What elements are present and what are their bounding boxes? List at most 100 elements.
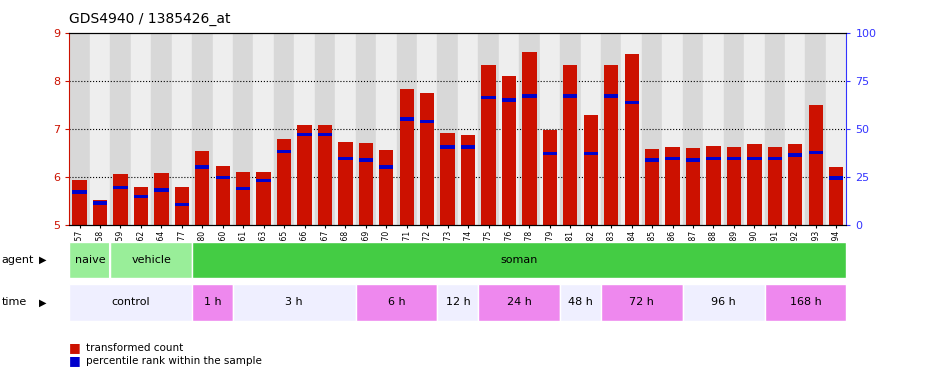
- Bar: [665, 147, 680, 225]
- Bar: [765, 33, 785, 225]
- Bar: [72, 180, 87, 225]
- Bar: [297, 133, 312, 136]
- Bar: [172, 33, 192, 225]
- Bar: [376, 33, 397, 225]
- Bar: [175, 187, 189, 225]
- Bar: [420, 93, 435, 225]
- Bar: [685, 148, 700, 225]
- Bar: [765, 284, 846, 321]
- Bar: [359, 158, 373, 162]
- Bar: [72, 190, 87, 194]
- Bar: [90, 33, 110, 225]
- Text: 1 h: 1 h: [204, 297, 221, 308]
- Bar: [539, 33, 561, 225]
- Bar: [236, 187, 251, 190]
- Bar: [130, 33, 151, 225]
- Bar: [175, 203, 189, 206]
- Bar: [294, 33, 314, 225]
- Bar: [438, 284, 478, 321]
- Text: 48 h: 48 h: [568, 297, 593, 308]
- Bar: [481, 96, 496, 99]
- Bar: [563, 94, 577, 98]
- Bar: [355, 284, 438, 321]
- Bar: [314, 33, 335, 225]
- Bar: [502, 98, 516, 101]
- Bar: [478, 284, 561, 321]
- Bar: [788, 144, 802, 225]
- Bar: [151, 33, 172, 225]
- Bar: [154, 173, 168, 225]
- Bar: [256, 172, 271, 225]
- Bar: [683, 284, 765, 321]
- Bar: [768, 147, 782, 225]
- Bar: [808, 151, 823, 154]
- Text: time: time: [2, 297, 27, 308]
- Bar: [461, 135, 475, 225]
- Bar: [829, 167, 844, 225]
- Bar: [829, 176, 844, 180]
- Bar: [785, 33, 806, 225]
- Bar: [707, 157, 721, 160]
- Bar: [662, 33, 683, 225]
- Bar: [355, 33, 376, 225]
- Bar: [727, 147, 741, 225]
- Bar: [685, 158, 700, 162]
- Bar: [788, 153, 802, 157]
- Text: 24 h: 24 h: [507, 297, 532, 308]
- Bar: [256, 179, 271, 182]
- Bar: [335, 33, 355, 225]
- Bar: [277, 150, 291, 153]
- Bar: [707, 146, 721, 225]
- Bar: [747, 144, 761, 225]
- Bar: [253, 33, 274, 225]
- Bar: [216, 166, 230, 225]
- Bar: [192, 33, 213, 225]
- Bar: [622, 33, 642, 225]
- Bar: [604, 94, 619, 98]
- Text: control: control: [111, 297, 150, 308]
- Bar: [601, 284, 683, 321]
- Bar: [400, 89, 413, 225]
- Bar: [216, 176, 230, 179]
- Bar: [808, 105, 823, 225]
- Bar: [563, 65, 577, 225]
- Bar: [461, 145, 475, 149]
- Bar: [665, 157, 680, 160]
- Bar: [826, 33, 846, 225]
- Text: agent: agent: [2, 255, 34, 265]
- Bar: [134, 187, 148, 225]
- Bar: [195, 151, 209, 225]
- Bar: [458, 33, 478, 225]
- Bar: [195, 166, 209, 169]
- Bar: [502, 76, 516, 225]
- Text: soman: soman: [500, 255, 538, 265]
- Bar: [523, 52, 536, 225]
- Bar: [543, 152, 557, 155]
- Bar: [379, 166, 393, 169]
- Bar: [481, 65, 496, 225]
- Bar: [192, 284, 233, 321]
- Text: 168 h: 168 h: [790, 297, 821, 308]
- Bar: [92, 200, 107, 225]
- Bar: [683, 33, 703, 225]
- Bar: [297, 125, 312, 225]
- Bar: [642, 33, 662, 225]
- Bar: [806, 33, 826, 225]
- Bar: [624, 54, 639, 225]
- Bar: [581, 33, 601, 225]
- Text: ▶: ▶: [39, 297, 46, 308]
- Bar: [69, 242, 110, 278]
- Bar: [478, 33, 499, 225]
- Bar: [277, 139, 291, 225]
- Bar: [584, 152, 598, 155]
- Bar: [213, 33, 233, 225]
- Bar: [274, 33, 294, 225]
- Bar: [233, 33, 253, 225]
- Bar: [645, 158, 660, 162]
- Text: ■: ■: [69, 341, 81, 354]
- Text: ■: ■: [69, 354, 81, 367]
- Bar: [154, 189, 168, 192]
- Bar: [359, 143, 373, 225]
- Bar: [440, 145, 455, 149]
- Bar: [236, 172, 251, 225]
